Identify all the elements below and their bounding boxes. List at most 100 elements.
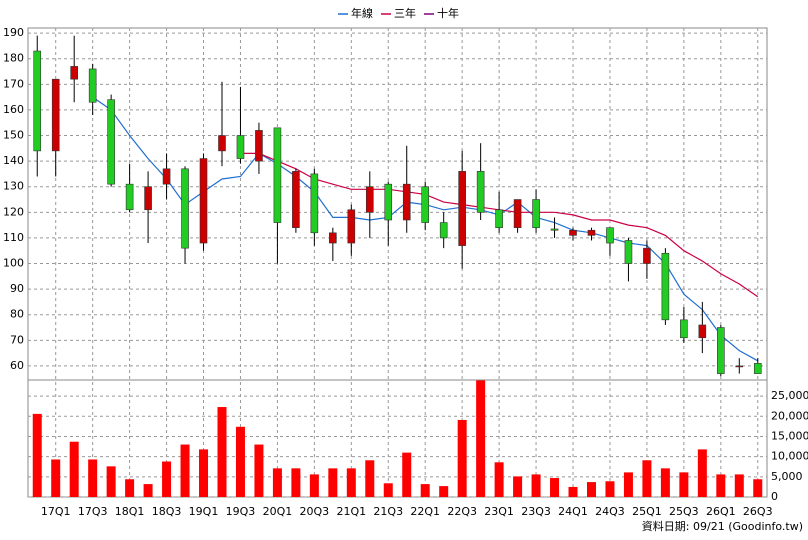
candle-body bbox=[273, 127, 282, 223]
candle-body bbox=[606, 227, 614, 244]
volume-bar bbox=[605, 481, 615, 497]
volume-bar bbox=[235, 426, 245, 497]
candle-body bbox=[439, 222, 448, 239]
footer: 資料日期: 09/21 (Goodinfo.tw) bbox=[642, 519, 803, 533]
legend-label: 年線 bbox=[351, 6, 373, 20]
y-tick-label: 100 bbox=[3, 257, 24, 270]
x-tick-label: 26Q1 bbox=[706, 505, 736, 518]
x-tick-label: 19Q1 bbox=[189, 505, 219, 518]
volume-bar bbox=[679, 472, 689, 497]
legend-label: 十年 bbox=[437, 6, 459, 20]
candle-body bbox=[218, 135, 226, 152]
candle-body bbox=[33, 50, 42, 152]
x-tick-label: 17Q1 bbox=[41, 505, 71, 518]
x-tick-label: 25Q1 bbox=[632, 505, 662, 518]
y-tick-label: 130 bbox=[3, 180, 24, 193]
y2-tick-label: 0 bbox=[771, 490, 778, 503]
volume-bar bbox=[734, 474, 744, 497]
x-tick-label: 18Q3 bbox=[152, 505, 182, 518]
volume-bar bbox=[365, 460, 375, 497]
y2-tick-label: 15,000 bbox=[771, 429, 808, 442]
volume-bar bbox=[531, 474, 541, 497]
volume-bar bbox=[753, 479, 763, 497]
volume-bar bbox=[494, 462, 504, 497]
candle-body bbox=[365, 186, 374, 213]
y-tick-label: 110 bbox=[3, 231, 24, 244]
candle-body bbox=[310, 173, 319, 234]
volume-bar bbox=[254, 444, 264, 497]
y-tick-label: 60 bbox=[10, 359, 24, 372]
candle-body bbox=[236, 135, 245, 159]
y-tick-label: 120 bbox=[3, 205, 24, 218]
volume-bar bbox=[32, 413, 42, 497]
volume-bar bbox=[291, 468, 301, 497]
x-tick-label: 22Q3 bbox=[447, 505, 477, 518]
candle-body bbox=[643, 247, 651, 264]
volume-bar bbox=[420, 484, 430, 497]
volume-bar bbox=[383, 483, 393, 497]
x-tick-label: 24Q3 bbox=[595, 505, 625, 518]
volume-bar bbox=[217, 407, 227, 497]
legend-label: 三年 bbox=[394, 6, 416, 20]
x-tick-label: 26Q3 bbox=[743, 505, 773, 518]
volume-bar bbox=[162, 461, 172, 497]
x-tick-label: 21Q1 bbox=[336, 505, 366, 518]
volume-bar bbox=[125, 479, 135, 497]
candle-body bbox=[402, 183, 411, 221]
volume-bar bbox=[328, 468, 338, 497]
volume-bar bbox=[476, 380, 486, 497]
candle-body bbox=[698, 324, 707, 339]
candle-body bbox=[735, 365, 744, 368]
candle-body bbox=[661, 252, 670, 321]
volume-bar bbox=[439, 486, 449, 497]
candle-body bbox=[107, 99, 115, 185]
candle-body bbox=[532, 199, 540, 228]
volume-bar bbox=[697, 449, 707, 497]
candle-body bbox=[70, 66, 78, 80]
candle-body bbox=[421, 186, 430, 223]
x-tick-label: 20Q1 bbox=[263, 505, 293, 518]
volume-bar bbox=[402, 452, 412, 497]
y-tick-label: 180 bbox=[3, 52, 24, 65]
y2-tick-label: 20,000 bbox=[771, 409, 808, 422]
candle-body bbox=[717, 327, 725, 374]
y2-tick-label: 25,000 bbox=[771, 389, 808, 402]
candle-body bbox=[125, 183, 134, 211]
candle-body bbox=[458, 171, 466, 246]
x-tick-label: 22Q1 bbox=[410, 505, 440, 518]
volume-bar bbox=[660, 468, 670, 497]
volume-bar bbox=[513, 476, 523, 497]
candle-body bbox=[753, 363, 762, 374]
volume-bar bbox=[51, 459, 61, 497]
x-tick-label: 19Q3 bbox=[226, 505, 256, 518]
plot-frame bbox=[27, 27, 768, 498]
y-tick-label: 170 bbox=[3, 77, 24, 90]
y-tick-label: 90 bbox=[10, 282, 24, 295]
y-tick-label: 80 bbox=[10, 308, 24, 321]
x-tick-label: 17Q3 bbox=[78, 505, 108, 518]
candle-body bbox=[347, 209, 356, 244]
candle-body bbox=[162, 168, 171, 185]
candle-body bbox=[199, 158, 208, 244]
volume-bar bbox=[550, 478, 560, 497]
candle-body bbox=[569, 229, 577, 236]
candle-body bbox=[181, 168, 189, 249]
volume-bar bbox=[642, 460, 652, 497]
candle-body bbox=[144, 186, 152, 211]
candle-body bbox=[513, 199, 522, 228]
x-tick-label: 24Q1 bbox=[558, 505, 588, 518]
x-tick-label: 25Q3 bbox=[669, 505, 699, 518]
candle-body bbox=[550, 228, 559, 231]
volume-bar bbox=[69, 441, 79, 497]
x-tick-label: 20Q3 bbox=[300, 505, 330, 518]
volume-bar bbox=[568, 486, 578, 497]
volume-bar bbox=[309, 474, 319, 497]
x-tick-label: 23Q1 bbox=[484, 505, 514, 518]
y-tick-label: 150 bbox=[3, 129, 24, 142]
candle-body bbox=[587, 229, 596, 236]
volume-bar bbox=[143, 484, 153, 497]
candle-body bbox=[51, 78, 60, 152]
volume-bar bbox=[716, 474, 726, 497]
y-tick-label: 70 bbox=[10, 333, 24, 346]
